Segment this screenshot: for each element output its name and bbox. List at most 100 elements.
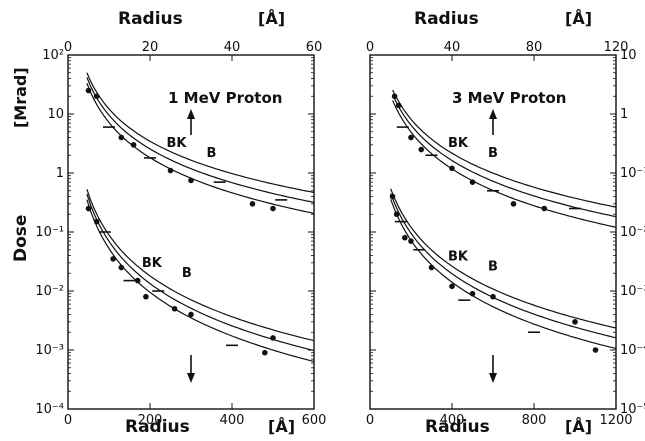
theory-curve: [86, 72, 315, 194]
y-axis-title: Dose: [11, 215, 31, 262]
bottom-x-tick-label: 400: [220, 413, 245, 428]
tick-marks-right: 040801200400800120010110⁻¹10⁻²10⁻³10⁻⁴10…: [366, 40, 645, 428]
bottom-axis-unit-left: [Å]: [268, 417, 295, 436]
data-point: [270, 205, 276, 212]
y-tick-label: 10²: [42, 48, 64, 63]
theory-curves-right: [390, 89, 617, 350]
top-axis-unit-right: [Å]: [565, 9, 592, 28]
data-point: [143, 293, 149, 300]
arrow-down-head: [187, 373, 195, 383]
data-point: [85, 205, 92, 212]
y-tick-label: 10⁻³: [35, 343, 64, 358]
data-point: [110, 256, 116, 262]
curve-label-bk: BK: [167, 136, 188, 151]
arrow-down-head: [489, 373, 497, 383]
data-point: [134, 277, 141, 284]
data-point: [408, 134, 414, 141]
data-point: [188, 311, 194, 318]
bottom-x-tick-label: 1200: [599, 413, 632, 428]
curve-label-bk: BK: [142, 256, 163, 271]
theory-curve: [86, 77, 315, 203]
top-x-tick-label: 80: [526, 40, 543, 55]
data-point: [449, 283, 455, 290]
bottom-axis-title-left: Radius: [125, 417, 190, 437]
curve-label-b: B: [207, 146, 217, 161]
theory-curve: [86, 199, 315, 363]
panel-3-mev-proton: Radius [Å] Radius [Å] 3 MeV Proton 0 40 80…: [366, 9, 645, 437]
y-tick-label: 10⁻⁴: [620, 343, 645, 358]
theory-curve: [390, 188, 617, 329]
data-point: [249, 201, 256, 207]
theory-curve: [392, 89, 617, 208]
y-axis-unit: [Mrad]: [11, 67, 30, 128]
data-point: [449, 165, 455, 172]
data-point: [118, 134, 125, 141]
bottom-axis-unit-right: [Å]: [565, 417, 592, 436]
data-point: [262, 349, 268, 356]
data-point: [428, 264, 435, 271]
curve-labels-left: BK B BK B: [142, 109, 217, 383]
bottom-x-tick-label: 600: [302, 413, 327, 428]
bottom-x-tick-label: 0: [64, 413, 72, 428]
data-point: [510, 201, 517, 207]
panel-1-mev-proton: Radius [Å] Radius [Å] Dose [Mrad] 1 MeV …: [11, 9, 326, 437]
top-x-tick-label: 20: [142, 40, 159, 55]
data-point: [270, 335, 276, 341]
data-point: [402, 234, 408, 241]
top-x-tick-label: 60: [306, 40, 323, 55]
y-tick-label: 10⁻³: [620, 284, 645, 299]
top-x-tick-label: 40: [224, 40, 241, 55]
bottom-x-tick-label: 0: [366, 413, 374, 428]
theory-curve: [86, 189, 315, 342]
data-point: [572, 319, 578, 325]
data-point: [393, 211, 400, 218]
y-tick-label: 1: [56, 166, 64, 181]
y-tick-label: 10⁻¹: [620, 166, 645, 181]
theory-curve: [392, 100, 617, 228]
curve-labels-right: BK B BK B: [448, 109, 498, 383]
curve-label-bk: BK: [448, 249, 469, 264]
data-point: [395, 102, 402, 109]
top-axis-unit-left: [Å]: [258, 9, 285, 28]
theory-curves-left: [86, 72, 315, 363]
y-tick-label: 10⁻²: [620, 225, 645, 240]
data-point: [391, 93, 398, 100]
curve-label-b: B: [488, 259, 498, 274]
theory-curve: [86, 82, 315, 214]
theory-curve: [390, 199, 617, 350]
curve-label-b: B: [182, 266, 192, 281]
data-point: [93, 218, 100, 225]
y-tick-label: 1: [620, 107, 628, 122]
panel-title-right: 3 MeV Proton: [452, 89, 566, 107]
data-point: [188, 177, 194, 184]
top-axis-title-left: Radius: [118, 9, 183, 29]
y-tick-label: 10⁻¹: [35, 225, 64, 240]
y-tick-label: 10: [620, 48, 637, 63]
y-tick-label: 10⁻²: [35, 284, 64, 299]
data-point: [118, 264, 125, 271]
bottom-x-tick-label: 800: [522, 413, 547, 428]
data-points-right: [389, 93, 599, 353]
curve-label-b: B: [488, 146, 498, 161]
top-axis-title-right: Radius: [414, 9, 479, 29]
theory-curve: [86, 193, 315, 352]
data-point: [85, 87, 92, 94]
data-point: [408, 238, 414, 244]
data-point: [469, 179, 476, 185]
data-point: [490, 293, 496, 300]
data-point: [167, 167, 174, 174]
bottom-x-tick-label: 200: [138, 413, 163, 428]
curve-label-bk: BK: [448, 136, 469, 151]
panel-title-left: 1 MeV Proton: [168, 89, 282, 107]
data-point: [93, 93, 100, 100]
y-tick-label: 10⁻⁴: [35, 402, 64, 417]
data-point: [541, 205, 548, 212]
top-x-tick-label: 120: [604, 40, 629, 55]
y-tick-label: 10: [47, 107, 64, 122]
arrow-up-head: [489, 109, 497, 119]
data-point: [171, 305, 178, 312]
bottom-axis-title-right: Radius: [425, 417, 490, 437]
top-x-tick-label: 0: [366, 40, 374, 55]
